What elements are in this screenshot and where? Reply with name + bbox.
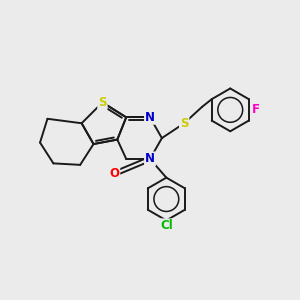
Text: F: F — [252, 103, 260, 116]
Text: S: S — [98, 96, 107, 109]
Text: Cl: Cl — [160, 219, 173, 232]
Text: N: N — [145, 152, 155, 165]
Text: N: N — [145, 111, 155, 124]
Text: O: O — [109, 167, 119, 180]
Text: S: S — [180, 117, 188, 130]
